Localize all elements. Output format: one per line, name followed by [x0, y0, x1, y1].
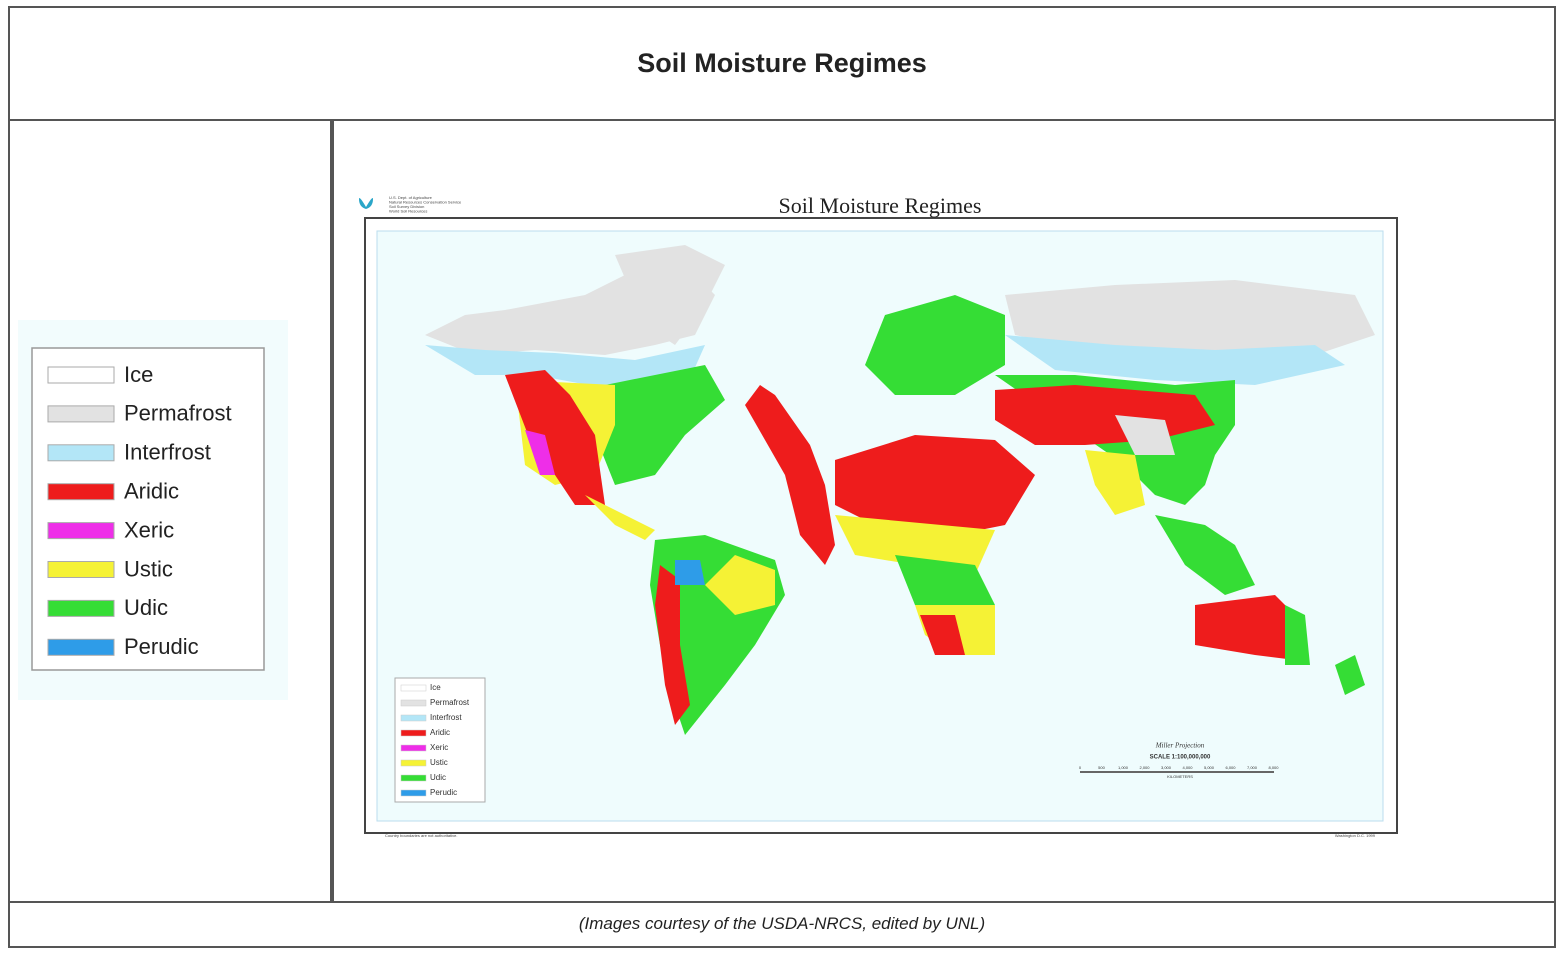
map-legend-swatch: [400, 714, 427, 722]
caption: (Images courtesy of the USDA-NRCS, edite…: [578, 914, 986, 933]
map-legend-label: Ice: [430, 683, 441, 692]
land-region: [615, 245, 725, 345]
legend-label: Ustic: [124, 556, 173, 581]
map-note: Country boundaries are not authoritative…: [385, 833, 458, 838]
map-legend-label: Ustic: [430, 758, 448, 767]
scale-unit: KILOMETERS: [1167, 774, 1193, 779]
map-legend-swatch: [400, 684, 427, 692]
scale: SCALE 1:100,000,000: [1150, 755, 1211, 761]
legend-swatch: [47, 366, 115, 384]
map-legend-swatch: [400, 789, 427, 797]
scale-tick: 6,000: [1225, 765, 1236, 770]
projection: Miller Projection: [1155, 742, 1205, 750]
map-legend-swatch: [400, 774, 427, 782]
agency-line: U.S. Dept. of Agriculture: [389, 195, 433, 200]
scale-tick: 1,000: [1118, 765, 1129, 770]
land-region: [835, 435, 1035, 535]
scale-tick: 5,000: [1204, 765, 1215, 770]
map-legend-swatch: [400, 699, 427, 707]
map-legend-label: Aridic: [430, 728, 450, 737]
land-region: [705, 555, 775, 615]
land-region: [1005, 280, 1375, 360]
map-legend-label: Udic: [430, 773, 446, 782]
scale-tick: 7,000: [1247, 765, 1258, 770]
scale-tick: 4,000: [1182, 765, 1193, 770]
map-title: Soil Moisture Regimes: [779, 193, 982, 218]
legend-label: Interfrost: [124, 440, 211, 465]
scale-tick: 8,000: [1268, 765, 1279, 770]
land-region: [745, 385, 835, 565]
scale-tick: 0: [1079, 765, 1082, 770]
legend-swatch: [47, 522, 115, 540]
map-legend-swatch: [400, 744, 427, 752]
land-region: [655, 565, 690, 725]
legend-box: [31, 347, 265, 671]
map-legend-box: [394, 677, 486, 803]
agency-line: World Soil Resources: [389, 209, 427, 214]
legend-label: Udic: [124, 595, 168, 620]
land-region: [585, 495, 655, 540]
land-region: [525, 430, 555, 475]
scale-tick: 2,000: [1139, 765, 1150, 770]
page-title: Soil Moisture Regimes: [637, 48, 927, 78]
legend-swatch: [47, 444, 115, 462]
legend-image: Ice Permafrost Interfrost Aridic Xeric Ustic U…: [18, 320, 288, 700]
agency-line: Soil Survey Division: [389, 204, 424, 209]
land-region: [1285, 605, 1310, 665]
legend-swatch: [47, 599, 115, 617]
legend-label: Permafrost: [124, 401, 232, 426]
legend-label: Xeric: [124, 517, 174, 542]
header-cell: Soil Moisture Regimes: [8, 6, 1556, 121]
map-image: Soil Moisture Regimes U.S. Dept. of Agri…: [359, 193, 1398, 838]
legend-swatch: [47, 405, 115, 423]
land-region: [835, 515, 995, 575]
land-region: [595, 365, 725, 485]
legend-label: Perudic: [124, 634, 199, 659]
land-region: [1115, 415, 1175, 455]
land-region: [920, 615, 965, 655]
land-region: [425, 345, 705, 390]
place-date: Washington D.C. 1999: [1335, 833, 1376, 838]
scale-tick: 3,000: [1161, 765, 1172, 770]
caption-cell: (Images courtesy of the USDA-NRCS, edite…: [8, 901, 1556, 948]
agency-line: Natural Resources Conservation Service: [389, 200, 462, 205]
map-legend-swatch: [400, 729, 427, 737]
usda-logo: [359, 198, 373, 209]
legend-swatch: [47, 638, 115, 656]
land-region: [505, 370, 605, 505]
map-legend-label: Interfrost: [430, 713, 462, 722]
land-region: [1195, 595, 1305, 660]
land-region: [1155, 515, 1255, 595]
land-region: [1005, 335, 1345, 385]
map-legend-label: Permafrost: [430, 698, 470, 707]
land: [425, 245, 1375, 735]
land-region: [1335, 655, 1365, 695]
legend-label: Ice: [124, 362, 153, 387]
land-region: [675, 560, 705, 585]
scale-tick: 500: [1098, 765, 1105, 770]
scale-bar: [1080, 771, 1274, 773]
legend-label: Aridic: [124, 479, 179, 504]
map-legend-swatch: [400, 759, 427, 767]
legend-swatch: [47, 483, 115, 501]
legend-swatch: [47, 561, 115, 578]
map-legend-label: Xeric: [430, 743, 448, 752]
map-legend-label: Perudic: [430, 788, 457, 797]
land-region: [1085, 450, 1145, 515]
land-region: [865, 295, 1005, 395]
